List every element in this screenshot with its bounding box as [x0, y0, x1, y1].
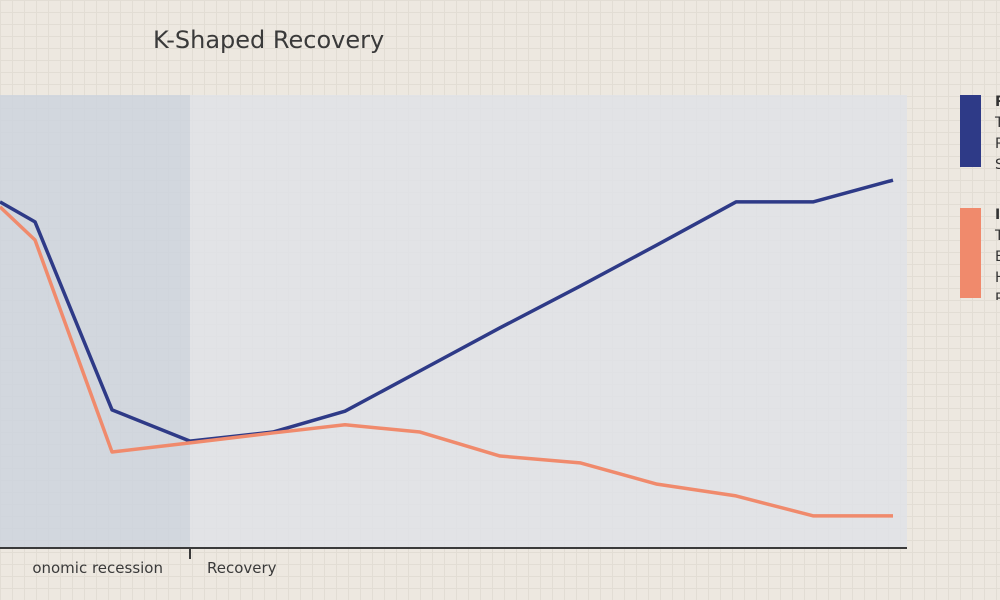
phase-band	[0, 95, 190, 548]
legend-swatch	[960, 208, 981, 298]
chart-title: K-Shaped Recovery	[153, 26, 385, 54]
legend-item-bottom: ITEHR	[960, 208, 1000, 300]
legend-swatch	[960, 95, 981, 167]
legend-title: I	[995, 208, 1000, 223]
legend-item-top: RTRS	[960, 95, 1000, 170]
legend-title: R	[995, 95, 1000, 110]
phase-band	[190, 95, 907, 548]
phase-label-recovery: Recovery	[207, 559, 277, 577]
phase-label-recession: onomic recession	[32, 559, 163, 577]
series-line-1	[0, 205, 893, 518]
series-line-0	[0, 178, 894, 443]
